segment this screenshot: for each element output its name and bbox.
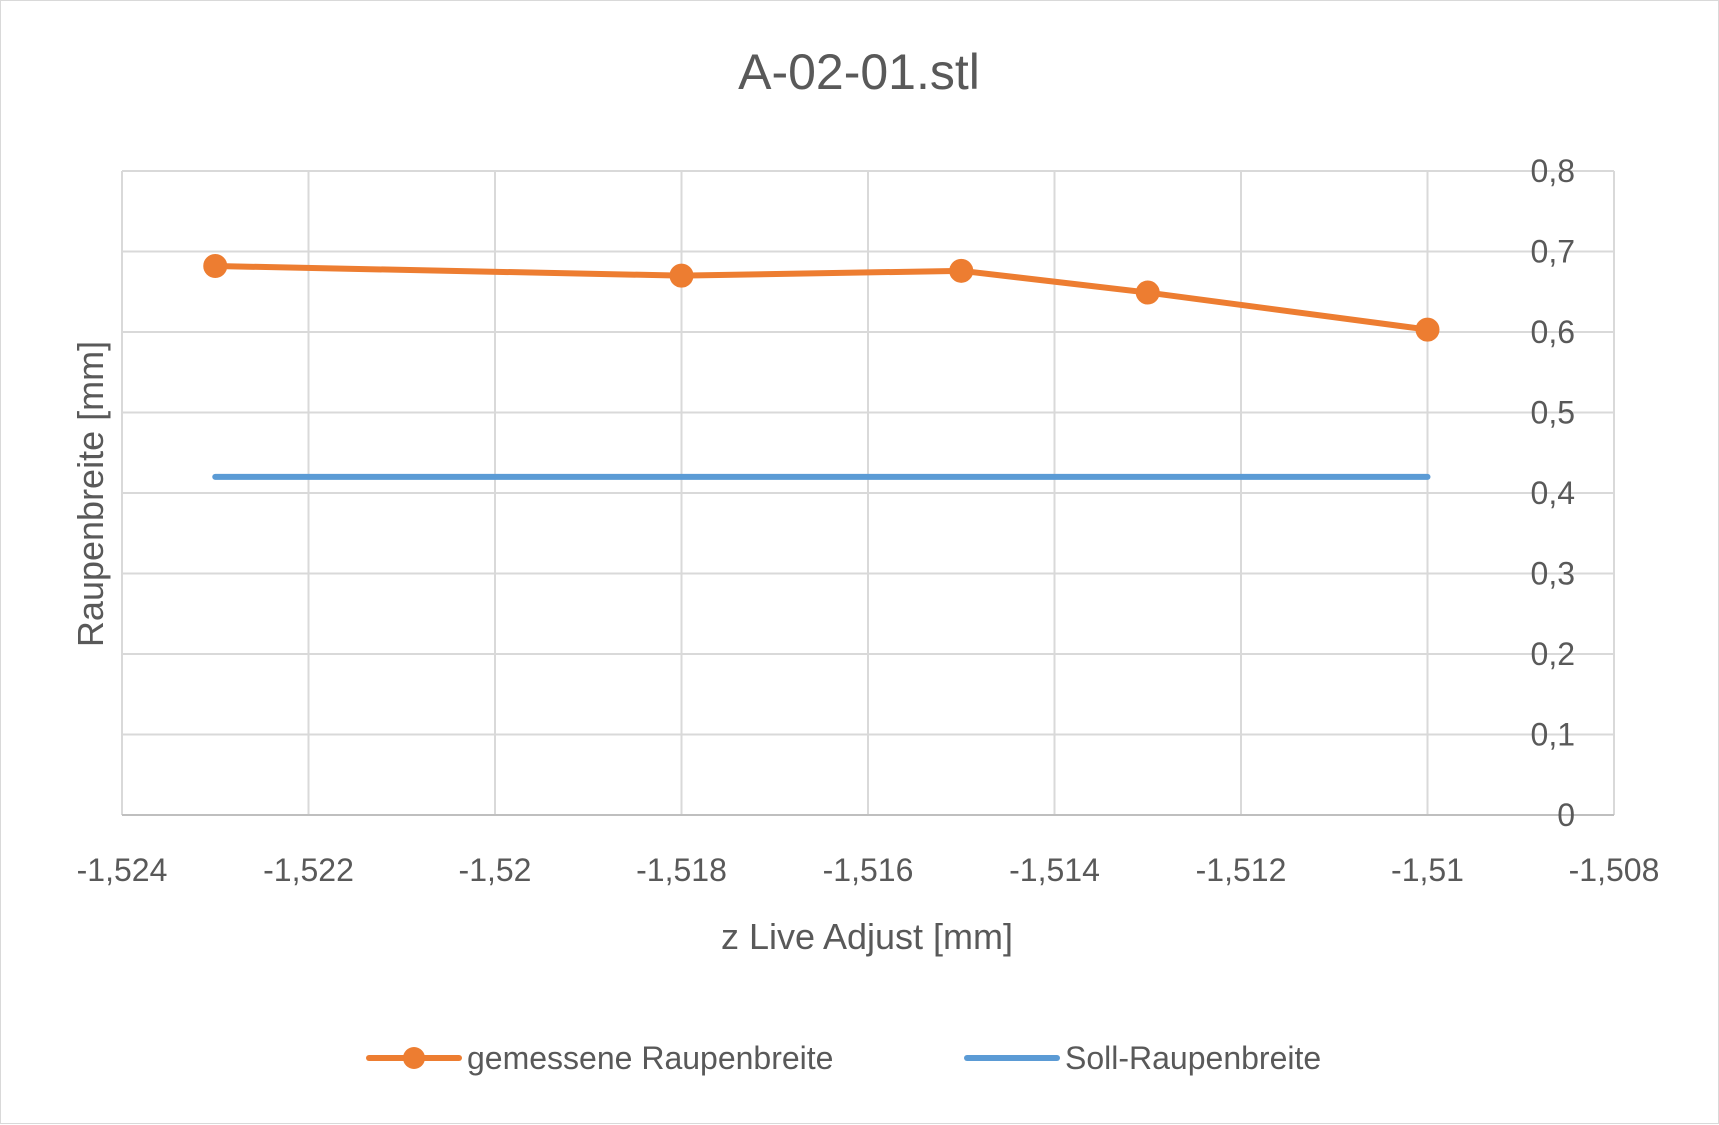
y-tick-label: 0,6 — [1531, 314, 1575, 350]
data-point — [669, 263, 694, 288]
data-point — [1135, 280, 1160, 305]
legend-item: gemessene Raupenbreite — [366, 1040, 833, 1076]
y-tick-label: 0,4 — [1531, 475, 1575, 511]
x-tick-label: -1,518 — [636, 852, 727, 888]
x-tick-label: -1,51 — [1391, 852, 1464, 888]
grid-layer — [121, 170, 1615, 816]
y-tick-label: 0,5 — [1531, 395, 1575, 431]
data-point — [949, 258, 974, 283]
legend-item: Soll-Raupenbreite — [964, 1040, 1321, 1076]
series-line-1 — [212, 262, 1431, 333]
x-tick-label: -1,514 — [1009, 852, 1100, 888]
chart-title: A-02-01.stl — [738, 44, 980, 100]
legend-label: gemessene Raupenbreite — [467, 1040, 833, 1076]
x-tick-label: -1,52 — [459, 852, 532, 888]
data-point — [203, 253, 228, 278]
x-tick-label: -1,512 — [1196, 852, 1287, 888]
y-tick-label: 0,1 — [1531, 717, 1575, 753]
legend-swatch-marker — [403, 1047, 425, 1069]
tick-layer: -1,524 -1,522 -1,52 -1,518 -1,516 -1,514 -1,51… — [77, 153, 1660, 888]
data-point — [1415, 317, 1440, 342]
series-layer — [203, 253, 1440, 480]
x-tick-label: -1,522 — [263, 852, 354, 888]
x-tick-label: -1,524 — [77, 852, 168, 888]
y-tick-label: 0,7 — [1531, 234, 1575, 270]
x-tick-label: -1,516 — [823, 852, 914, 888]
y-tick-label: 0,3 — [1531, 556, 1575, 592]
y-axis-title: Raupenbreite [mm] — [70, 341, 111, 647]
x-tick-label: -1,508 — [1569, 852, 1660, 888]
y-tick-label: 0,8 — [1531, 153, 1575, 189]
legend-label: Soll-Raupenbreite — [1065, 1040, 1321, 1076]
y-tick-label: 0 — [1557, 797, 1575, 833]
y-tick-label: 0,2 — [1531, 636, 1575, 672]
legend: gemessene Raupenbreite Soll-Raupenbreite — [366, 1040, 1321, 1076]
x-axis-title: z Live Adjust [mm] — [721, 916, 1013, 957]
